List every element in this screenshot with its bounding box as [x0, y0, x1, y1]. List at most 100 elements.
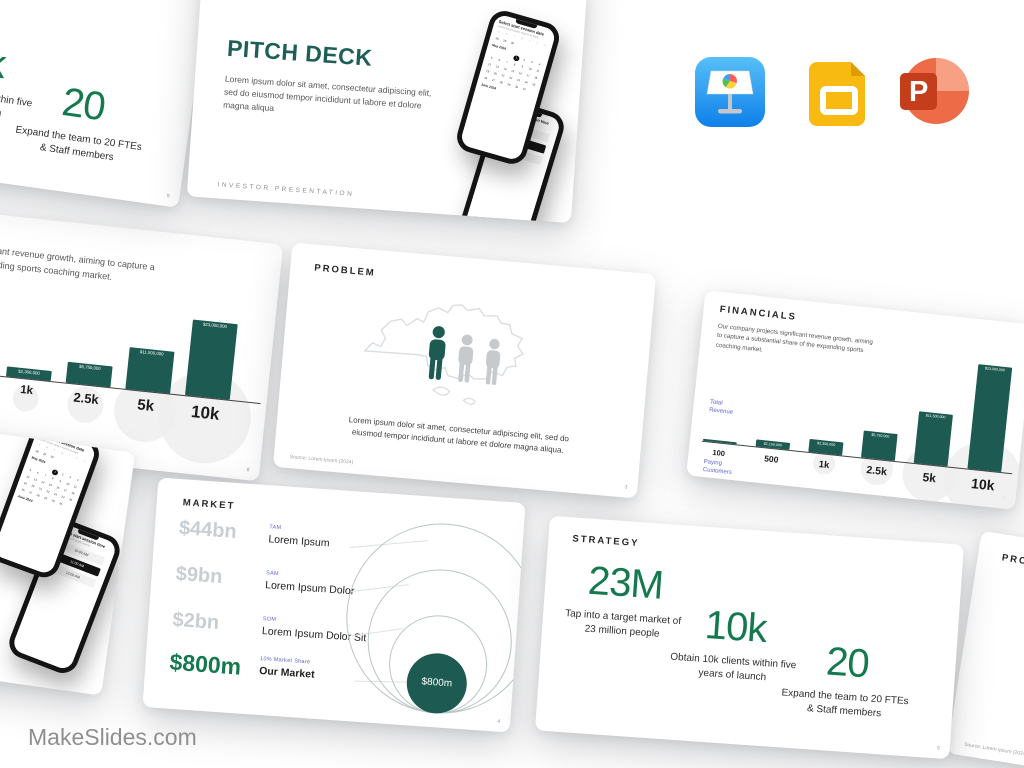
- calendar-day: 1: [51, 468, 59, 477]
- calendar-day: 30: [50, 455, 54, 460]
- calendar-day: 6: [36, 471, 39, 475]
- calendar-day: [528, 88, 535, 95]
- calendar-day: F: [75, 457, 79, 461]
- cover-footer: INVESTOR PRESENTATION: [217, 181, 355, 198]
- calendar-day: 27: [491, 78, 496, 83]
- stat-block: 20 Expand the team to 20 FTEs & Staff me…: [779, 636, 914, 722]
- calendar-day: 17: [526, 74, 530, 78]
- market-row: $800m 10% Market Share Our Market: [169, 649, 316, 686]
- google-slides-icon[interactable]: [809, 62, 869, 126]
- calendar-day: 20: [30, 484, 35, 489]
- stat-value: 10k: [703, 602, 768, 652]
- market-name: Lorem Ipsum: [268, 533, 330, 550]
- calendar-day: 29: [43, 496, 48, 501]
- calendar-day: 28: [499, 80, 503, 85]
- cover-title: PITCH DECK: [226, 34, 374, 71]
- market-value: $9bn: [175, 562, 224, 589]
- calendar-day: 23: [53, 492, 58, 497]
- calendar-day: [490, 48, 497, 55]
- calendar-day: 12: [487, 63, 492, 67]
- page-number: 9: [166, 193, 170, 200]
- market-value: $2bn: [171, 608, 220, 635]
- calendar-day: 18: [70, 491, 75, 496]
- calendar-day: S: [38, 443, 41, 447]
- calendar-day: 18: [533, 76, 538, 81]
- calendar-day: 6: [498, 58, 501, 63]
- site-logo-text[interactable]: MakeSlides.com: [28, 724, 197, 750]
- stat-caption: Expand the team to 20 FTEs & Staff membe…: [781, 687, 909, 719]
- calendar-day: 2: [61, 473, 64, 477]
- bar-value-label: $23,000,000: [202, 322, 227, 330]
- powerpoint-icon[interactable]: P: [896, 53, 972, 129]
- calendar-day: [56, 457, 64, 464]
- calendar-day: [524, 45, 531, 52]
- market-value: $44bn: [178, 517, 238, 544]
- calendar-day: 11: [535, 69, 540, 74]
- bar-10k: $23,000,000: [184, 319, 238, 400]
- calendar-day: 13: [495, 65, 500, 70]
- calendar-day: 28: [35, 449, 39, 454]
- calendar-day: 14: [503, 67, 507, 72]
- calendar-day: S: [497, 30, 501, 34]
- source-note: Source: Lorem Ipsum (2024): [963, 741, 1024, 758]
- stat-caption: Tap into a target market of 23 million p…: [564, 608, 682, 640]
- calendar-day: 21: [501, 74, 505, 78]
- calendar-day: 27: [28, 491, 33, 495]
- calendar-day: 26: [483, 76, 488, 81]
- calendar-day: M: [45, 446, 49, 450]
- calendar-day: 9: [521, 65, 524, 69]
- slide-strategy[interactable]: STRATEGY 23M Tap into a target market of…: [535, 515, 964, 760]
- calendar-day: W: [520, 37, 524, 41]
- calendar-day: M: [505, 32, 509, 37]
- calendar-day: 3: [530, 60, 533, 65]
- calendar-day: [71, 462, 79, 469]
- calendar-day: 19: [485, 69, 490, 74]
- slide-problem[interactable]: PROBLEM Lorem ipsum dolor sit amet, cons…: [272, 242, 657, 499]
- bar-value-label: $2,300,000: [17, 369, 40, 377]
- keynote-icon[interactable]: [695, 57, 765, 127]
- calendar-day: 28: [36, 493, 40, 498]
- calendar-day: S: [83, 459, 86, 464]
- calendar-day: 8: [51, 477, 54, 481]
- calendar-day: 7: [505, 60, 508, 65]
- bar-value-label: $11,500,000: [925, 413, 946, 420]
- calendar-day: 21: [38, 487, 43, 492]
- hong-kong-map-outline: [363, 304, 524, 405]
- calendar-day: S: [543, 43, 547, 48]
- bar-value-label: $23,000,000: [984, 366, 1006, 373]
- calendar-day: 22: [508, 76, 513, 81]
- next-button: Next: [0, 573, 39, 576]
- calendar-day: 31: [522, 87, 527, 92]
- calendar-day: [36, 463, 44, 470]
- market-tag: 10% Market Share: [259, 655, 311, 666]
- stat-caption: Obtain 10k clients within five years of …: [669, 651, 797, 683]
- calendar-day: [64, 503, 72, 510]
- source-note: Source: Lorem Ipsum (2024): [289, 454, 354, 466]
- calendar-day: 16: [55, 486, 60, 491]
- slide-strategy-top[interactable]: STRATEGY 23M Tap into a target market of…: [0, 0, 208, 208]
- calendar-day: [44, 466, 52, 473]
- page-number: 9: [936, 745, 940, 752]
- slide-financials[interactable]: FINANCIALS Our company projects signific…: [686, 290, 1024, 510]
- calendar-day: 10: [65, 482, 70, 487]
- powerpoint-letter: P: [909, 76, 928, 108]
- person-icon: [428, 326, 446, 380]
- calendar-day: 30: [51, 499, 55, 504]
- calendar-day: [497, 50, 504, 57]
- calendar-day: 11: [73, 485, 78, 489]
- bar-value-label: $5,750,000: [78, 364, 101, 372]
- calendar-day: 5: [490, 56, 493, 60]
- x-tick-label: 2.5k: [72, 389, 100, 408]
- calendar-day: [516, 42, 523, 49]
- calendar-day: 22: [45, 489, 50, 494]
- calendar-day: 10: [528, 67, 532, 72]
- market-row: $44bn TAM Lorem Ipsum: [178, 517, 331, 550]
- calendar-day: 17: [63, 488, 68, 493]
- slide-market[interactable]: MARKET $44bn TAM Lorem Ipsum $9bn SAM Lo…: [142, 477, 526, 733]
- stat-block: 20 Expand the team to 20 FTEs & Staff me…: [11, 74, 150, 168]
- slide-cover[interactable]: PITCH DECK Lorem ipsum dolor sit amet, c…: [186, 0, 589, 224]
- calendar-day: 25: [68, 498, 73, 503]
- calendar-day: 14: [40, 480, 45, 485]
- market-row: $2bn SOM Lorem Ipsum Dolor Sit: [172, 609, 368, 646]
